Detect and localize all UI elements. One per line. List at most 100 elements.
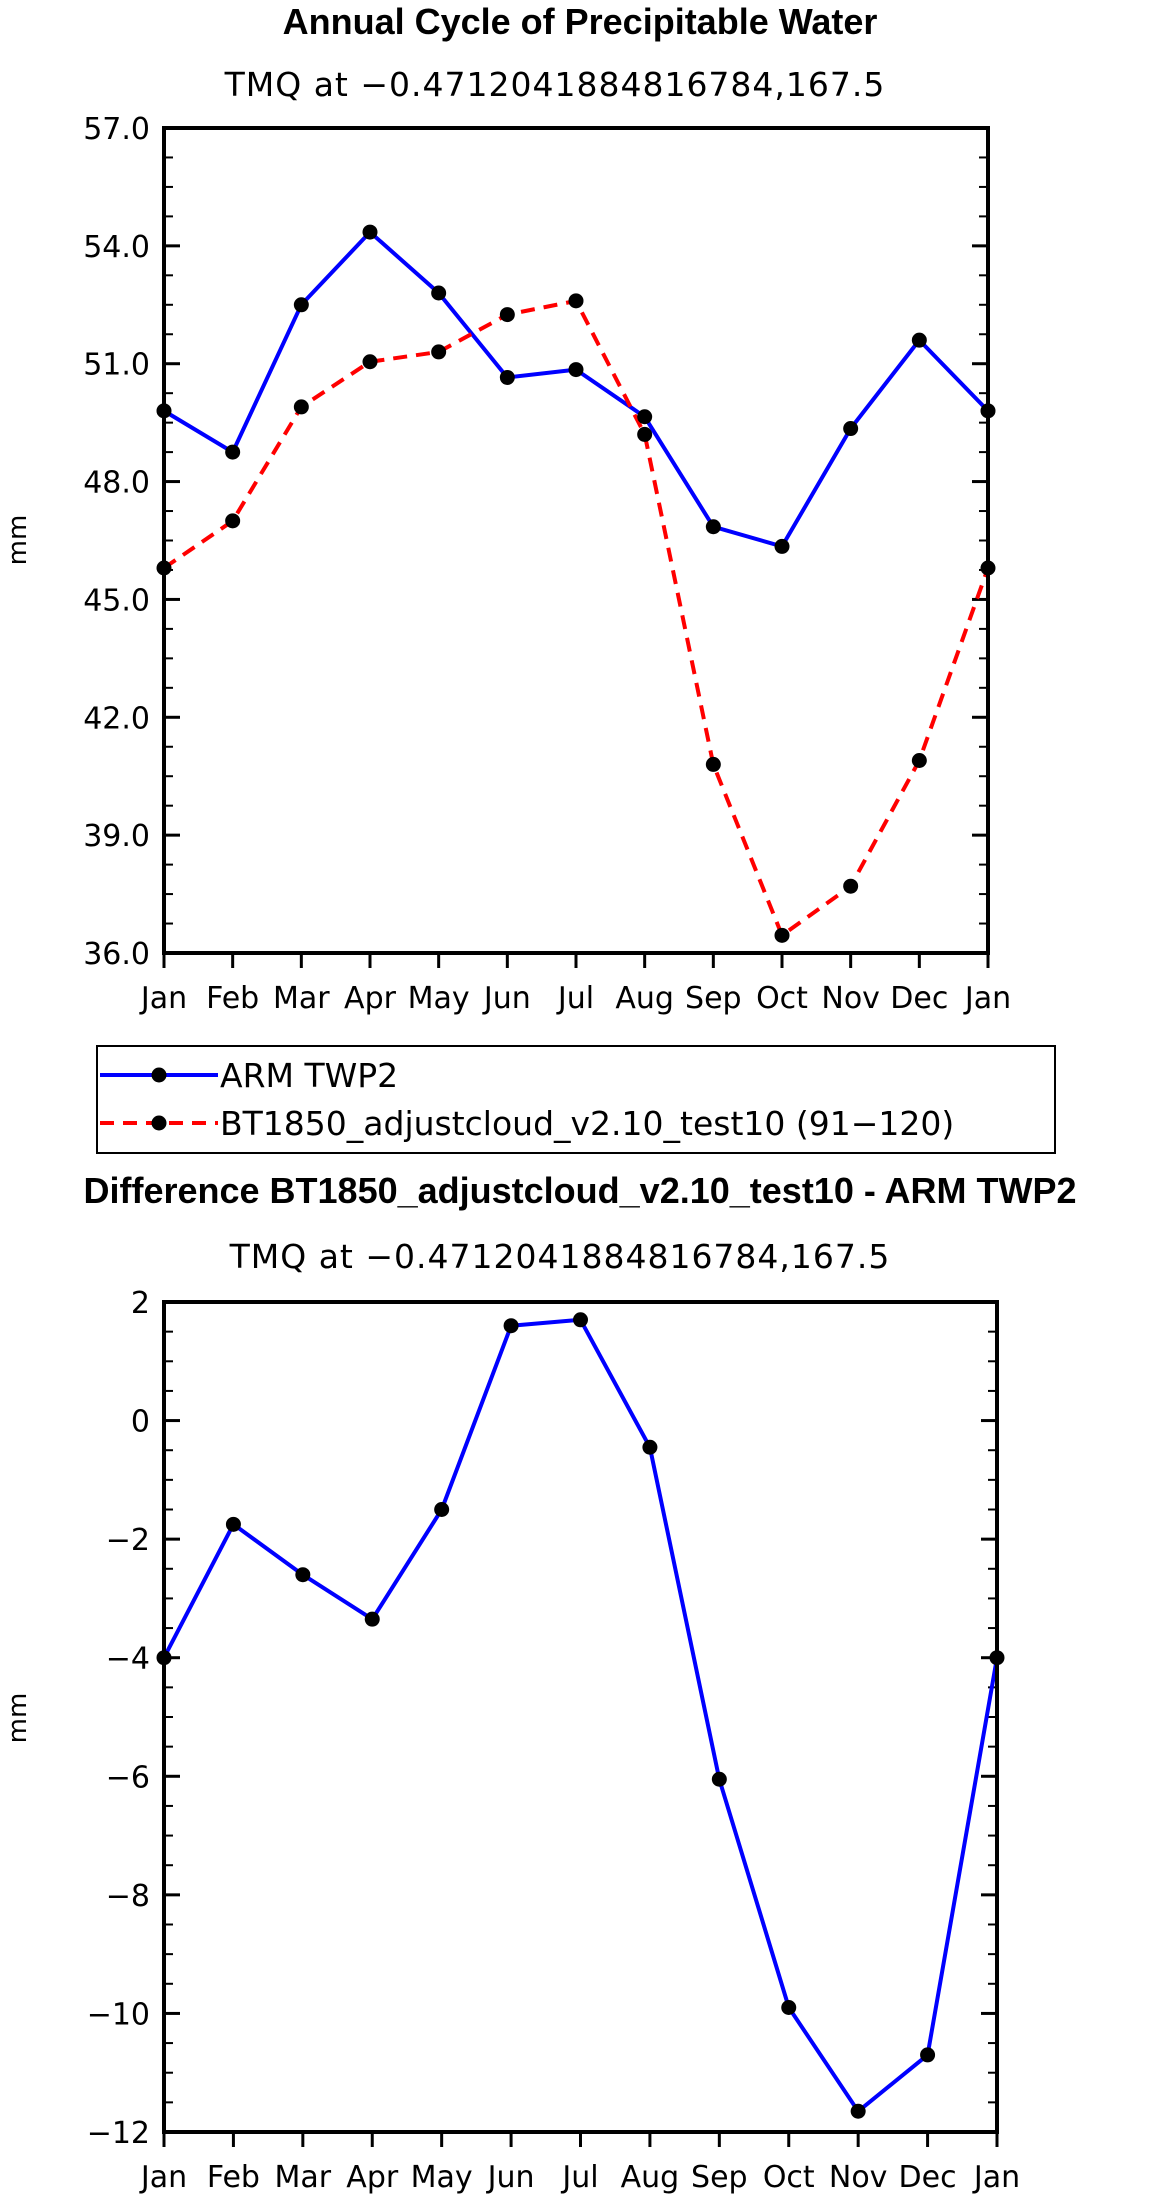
- c1-series-1-point: [843, 878, 859, 894]
- c1-ytick-label: 42.0: [83, 701, 150, 736]
- c1-series-0-point: [637, 409, 653, 425]
- c2-series-0-point: [781, 2000, 797, 2015]
- legend-label-model: BT1850_adjustcloud_v2.10_test10 (91−120): [220, 1104, 954, 1143]
- c1-series-1-point: [225, 513, 241, 529]
- annual-cycle-chart: Annual Cycle of Precipitable Water TMQ a…: [3, 1, 1011, 1016]
- c2-series-0-point: [225, 1516, 241, 1532]
- c2-series-0-point: [434, 1502, 450, 1517]
- c1-series-0-point: [293, 297, 309, 313]
- c2-series-0-point: [573, 1312, 588, 1328]
- c2-xtick-label: Mar: [275, 2160, 332, 2195]
- c2-xtick-label: Jul: [560, 2160, 598, 2195]
- c2-xtick-label: Jan: [972, 2160, 1020, 2195]
- legend-box: [96, 1045, 1056, 1154]
- c1-ytick-label: 48.0: [83, 466, 150, 501]
- c1-series-0-point: [499, 369, 515, 385]
- legend-label-arm: ARM TWP2: [220, 1056, 398, 1095]
- c1-series-0-point: [362, 224, 378, 240]
- c1-ytick-label: 57.0: [83, 112, 150, 147]
- c1-xtick-label: Aug: [615, 981, 674, 1016]
- chart2-ytick-labels: −12 −10 −8 −6 −4 −2 0 2: [87, 1286, 150, 2151]
- c1-xtick-label: Oct: [756, 981, 808, 1016]
- c2-xtick-label: Nov: [829, 2160, 888, 2195]
- chart2-xtick-labels: Jan Feb Mar Apr May Jun Jul Aug Sep Oct Nov Dec Jan: [139, 2160, 1020, 2195]
- legend-marker-model: [151, 1115, 167, 1131]
- difference-chart: Difference BT1850_adjustcloud_v2.10_test…: [3, 1170, 1077, 2195]
- chart1-plot-frame: [162, 126, 990, 955]
- c2-xtick-label: Aug: [621, 2160, 680, 2195]
- c1-series-1-point: [362, 354, 378, 370]
- c1-xtick-label: Mar: [273, 981, 330, 1016]
- chart1-ticks: [162, 126, 990, 968]
- c1-xtick-label: May: [408, 981, 470, 1016]
- c2-xtick-label: Apr: [346, 2160, 399, 2195]
- c1-series-1-point: [774, 927, 790, 943]
- c2-ytick-label: −12: [87, 2116, 150, 2151]
- c2-series-0-point: [850, 2103, 866, 2119]
- chart1-title: Annual Cycle of Precipitable Water: [283, 1, 878, 42]
- chart1-subtitle: TMQ at −0.4712041884816784,167.5: [224, 65, 886, 104]
- c1-xtick-label: Jan: [139, 981, 187, 1016]
- chart1-ytick-labels: 36.0 39.0 42.0 45.0 48.0 51.0 54.0 57.0: [83, 112, 150, 972]
- c2-ytick-label: 2: [131, 1286, 150, 1321]
- c2-ytick-label: −10: [87, 1997, 150, 2032]
- legend-marker-arm: [151, 1067, 167, 1083]
- c2-xtick-label: Oct: [763, 2160, 815, 2195]
- chart1-series: [156, 224, 996, 943]
- legend: ARM TWP2 BT1850_adjustcloud_v2.10_test10…: [96, 1045, 1056, 1154]
- chart1-ylabel: mm: [3, 515, 33, 566]
- c2-ytick-label: 0: [131, 1405, 150, 1440]
- c1-xtick-label: Sep: [685, 981, 742, 1016]
- c1-series-1-point: [637, 426, 653, 442]
- c2-ytick-label: −2: [106, 1523, 150, 1558]
- c1-ytick-label: 51.0: [83, 348, 150, 383]
- c1-xtick-label: Apr: [344, 981, 397, 1016]
- c1-xtick-label: Jul: [556, 981, 594, 1016]
- c2-xtick-label: Feb: [207, 2160, 260, 2195]
- c2-series-0-point: [920, 2047, 936, 2063]
- c2-xtick-label: May: [411, 2160, 473, 2195]
- c1-series-1-point: [911, 753, 927, 768]
- chart2-ticks: [162, 1300, 999, 2147]
- c1-series-0-point: [568, 362, 584, 378]
- c1-series-0-point: [911, 332, 927, 348]
- chart2-plot-frame: [162, 1300, 999, 2134]
- c1-xtick-label: Nov: [821, 981, 880, 1016]
- c1-xtick-label: Jun: [482, 981, 531, 1016]
- chart1-xtick-labels: Jan Feb Mar Apr May Jun Jul Aug Sep Oct Nov Dec Jan: [139, 981, 1011, 1016]
- chart2-subtitle: TMQ at −0.4712041884816784,167.5: [229, 1237, 891, 1276]
- c2-series-0-point: [711, 1771, 727, 1787]
- c1-series-0-point: [843, 421, 859, 437]
- c1-ytick-label: 45.0: [83, 583, 150, 618]
- chart2-ylabel: mm: [3, 1693, 33, 1744]
- chart2-title: Difference BT1850_adjustcloud_v2.10_test…: [83, 1170, 1076, 1211]
- c1-xtick-label: Jan: [963, 981, 1011, 1016]
- c2-ytick-label: −4: [106, 1642, 150, 1677]
- c2-xtick-label: Sep: [691, 2160, 748, 2195]
- c1-series-1-point: [499, 307, 515, 323]
- c2-ytick-label: −8: [106, 1879, 150, 1914]
- c2-ytick-label: −6: [106, 1760, 150, 1795]
- chart2-series: [156, 1312, 1005, 2119]
- c1-series-0-point: [774, 538, 790, 554]
- c1-series-0-point: [431, 285, 447, 301]
- c1-series-1-point: [431, 344, 447, 360]
- c2-xtick-label: Jun: [486, 2160, 535, 2195]
- c2-xtick-label: Dec: [899, 2160, 957, 2195]
- c1-xtick-label: Dec: [890, 981, 948, 1016]
- c1-ytick-label: 54.0: [83, 230, 150, 265]
- c1-series-line-0: [162, 230, 990, 549]
- c1-series-1-point: [568, 293, 584, 309]
- c2-series-0-point: [642, 1439, 658, 1455]
- c1-xtick-label: Feb: [206, 981, 259, 1016]
- c2-xtick-label: Jan: [139, 2160, 187, 2195]
- c2-series-line-0: [162, 1317, 999, 2114]
- c1-series-1-point: [293, 399, 309, 415]
- c1-series-0-point: [225, 444, 241, 460]
- c1-ytick-label: 36.0: [83, 937, 150, 972]
- c1-series-line-1: [162, 298, 990, 938]
- c1-series-0-point: [705, 519, 721, 535]
- c1-series-1-point: [705, 756, 721, 772]
- c2-series-0-point: [503, 1318, 519, 1334]
